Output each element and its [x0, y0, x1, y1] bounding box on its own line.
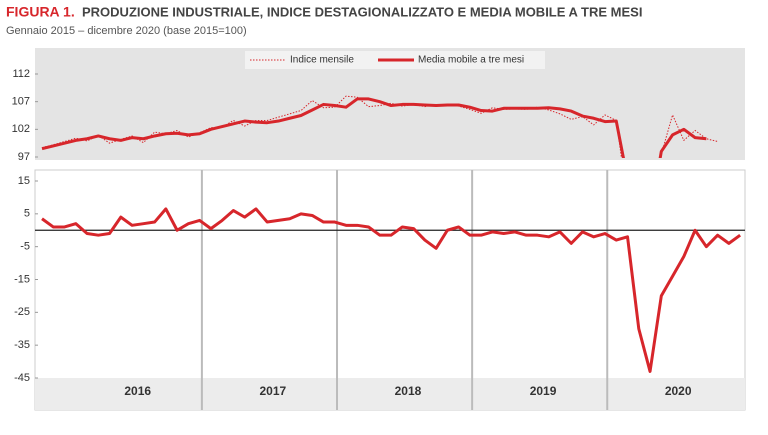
series-group [41, 95, 718, 158]
chart-title: PRODUZIONE INDUSTRIALE, INDICE DESTAGION… [82, 4, 642, 19]
x-axis-band [35, 378, 745, 410]
y-tick-label: 112 [12, 68, 30, 80]
x-tick-label: 2020 [665, 384, 692, 398]
y-tick-label: -25 [14, 306, 30, 318]
x-tick-label: 2018 [395, 384, 422, 398]
y-tick-label: -5 [20, 241, 30, 253]
y-tick-label: 102 [12, 123, 30, 135]
y-tick-label: 15 [18, 175, 30, 187]
legend-label: Indice mensile [290, 55, 354, 66]
x-tick-label: 2016 [124, 384, 151, 398]
y-tick-label: 5 [24, 208, 30, 220]
data-line [41, 207, 742, 373]
chart-subtitle: Gennaio 2015 – dicembre 2020 (base 2015=… [6, 25, 247, 37]
y-tick-label: 97 [18, 151, 30, 163]
y-tick-label: -35 [14, 339, 30, 351]
x-tick-label: 2019 [530, 384, 557, 398]
legend-label: Media mobile a tre mesi [418, 55, 524, 66]
data-line [41, 95, 718, 158]
y-tick-label: -15 [14, 273, 30, 285]
y-tick-label: -45 [14, 372, 30, 384]
data-line [41, 97, 707, 158]
series-group [41, 207, 742, 373]
y-tick-label: 107 [12, 96, 30, 108]
figure-label: FIGURA 1. [6, 4, 75, 20]
bottom-panel [34, 169, 746, 411]
x-tick-label: 2017 [259, 384, 286, 398]
